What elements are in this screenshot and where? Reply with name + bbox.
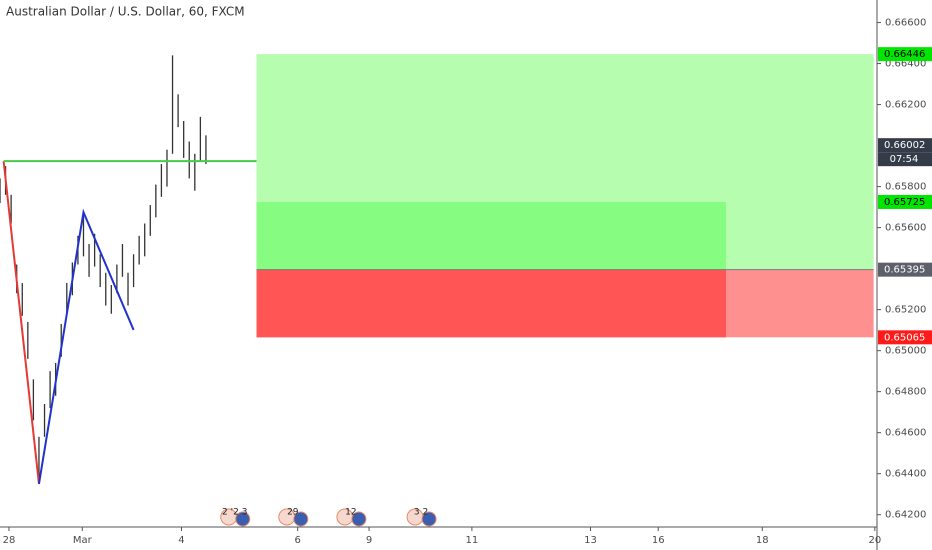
countdown: 07:54 [890,154,919,165]
x-tick-label: 6 [294,535,300,546]
y-tick-label: 0.66400 [885,59,926,70]
loss-progress [256,269,726,338]
trend-line [37,208,135,485]
trend-line [2,161,40,485]
price-label: 0.65395 [884,265,925,276]
x-tick-label: 13 [584,535,597,546]
event-icon [235,511,251,527]
y-tick-label: 0.64800 [885,387,926,398]
y-tick-label: 0.64600 [885,428,926,439]
y-tick-label: 0.65000 [885,346,926,357]
price-label: 0.65065 [884,332,925,343]
event-label: 29 [287,508,299,518]
countdown-box [878,152,932,167]
event-icon [351,511,367,527]
x-tick-label: 28 [3,535,16,546]
event-icon [293,511,309,527]
x-tick-label: 20 [868,535,881,546]
x-tick-label: 18 [756,535,769,546]
y-tick-label: 0.66200 [885,100,926,111]
plot-area [0,54,874,485]
profit-progress [256,201,726,270]
x-tick-label: Mar [73,535,93,546]
x-tick-label: 9 [366,535,372,546]
price-label: 0.65725 [884,197,925,208]
price-label: 0.66446 [884,49,925,60]
chart-title: Australian Dollar / U.S. Dollar, 60, FXC… [6,5,245,19]
x-tick-label: 16 [652,535,665,546]
event-icon [421,511,437,527]
y-tick-label: 0.64400 [885,469,926,480]
y-tick-label: 0.65600 [885,223,926,234]
event-label: 3 2 [414,508,428,518]
price-label-box [878,138,932,153]
price-label-box [878,330,932,345]
x-tick-label: 4 [178,535,184,546]
y-tick-label: 0.65800 [885,182,926,193]
y-tick-label: 0.66600 [885,18,926,29]
event-label: 12 [345,508,356,518]
x-tick-label: 11 [466,535,479,546]
price-label-box [878,194,932,209]
price-label: 0.66002 [884,140,925,151]
y-tick-label: 0.64200 [885,510,926,521]
event-label: 2 '2 3 [222,508,247,518]
price-label-box [878,47,932,62]
y-tick-label: 0.65200 [885,305,926,316]
price-label-box [878,262,932,277]
